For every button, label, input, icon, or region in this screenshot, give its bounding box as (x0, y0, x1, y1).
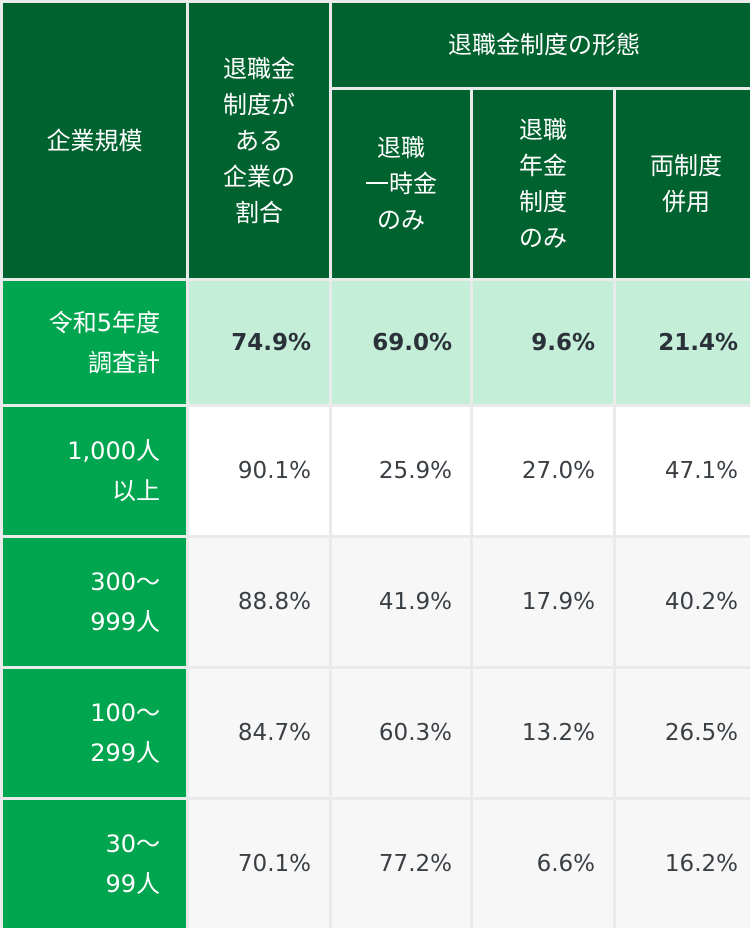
cell-total-ratio: 74.9% (189, 281, 329, 404)
cell-100-pension: 13.2% (473, 669, 613, 797)
cell-30-lump-sum: 77.2% (332, 800, 470, 928)
cell-100-ratio: 84.7% (189, 669, 329, 797)
cell-100-lump-sum: 60.3% (332, 669, 470, 797)
header-lump-sum-only: 退職 一時金 のみ (332, 90, 470, 278)
header-company-size: 企業規模 (3, 3, 186, 278)
row-label-total: 令和5年度 調査計 (3, 281, 186, 404)
cell-total-pension: 9.6% (473, 281, 613, 404)
cell-total-both: 21.4% (616, 281, 750, 404)
header-pension-only: 退職 年金 制度 のみ (473, 90, 613, 278)
cell-30-pension: 6.6% (473, 800, 613, 928)
cell-1000-pension: 27.0% (473, 407, 613, 535)
row-label-30-99: 30〜 99人 (3, 800, 186, 928)
header-both-systems: 両制度 併用 (616, 90, 750, 278)
cell-300-lump-sum: 41.9% (332, 538, 470, 666)
cell-300-pension: 17.9% (473, 538, 613, 666)
row-label-100-299: 100〜 299人 (3, 669, 186, 797)
cell-1000-both: 47.1% (616, 407, 750, 535)
cell-300-ratio: 88.8% (189, 538, 329, 666)
header-ratio: 退職金 制度が ある 企業の 割合 (189, 3, 329, 278)
row-label-1000-plus: 1,000人 以上 (3, 407, 186, 535)
cell-1000-ratio: 90.1% (189, 407, 329, 535)
cell-30-both: 16.2% (616, 800, 750, 928)
header-forms-group: 退職金制度の形態 (332, 3, 750, 87)
cell-total-lump-sum: 69.0% (332, 281, 470, 404)
cell-300-both: 40.2% (616, 538, 750, 666)
cell-1000-lump-sum: 25.9% (332, 407, 470, 535)
cell-30-ratio: 70.1% (189, 800, 329, 928)
cell-100-both: 26.5% (616, 669, 750, 797)
row-label-300-999: 300〜 999人 (3, 538, 186, 666)
